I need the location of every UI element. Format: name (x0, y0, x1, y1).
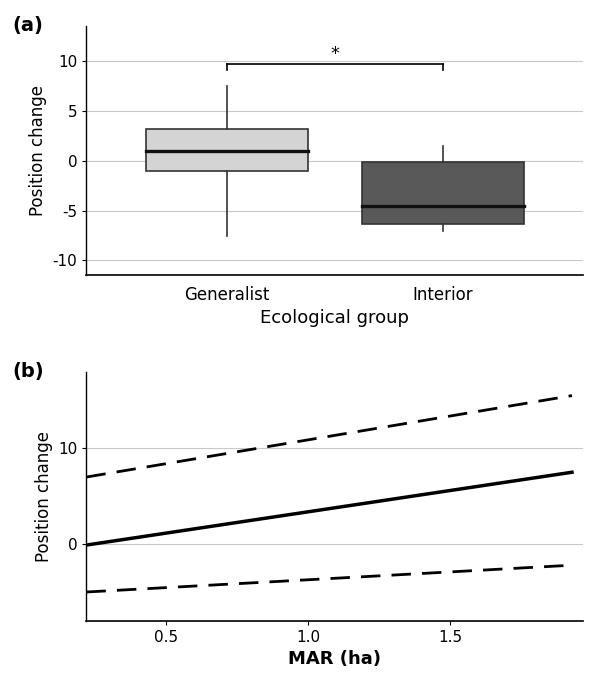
Y-axis label: Position change: Position change (29, 86, 47, 216)
Text: (a): (a) (12, 16, 43, 36)
X-axis label: Ecological group: Ecological group (260, 310, 409, 327)
Text: (b): (b) (12, 362, 44, 381)
X-axis label: MAR (ha): MAR (ha) (289, 650, 382, 669)
Bar (146, 129, 308, 171)
Y-axis label: Position change: Position change (35, 431, 53, 562)
Text: *: * (331, 45, 340, 62)
Bar (362, 162, 524, 223)
